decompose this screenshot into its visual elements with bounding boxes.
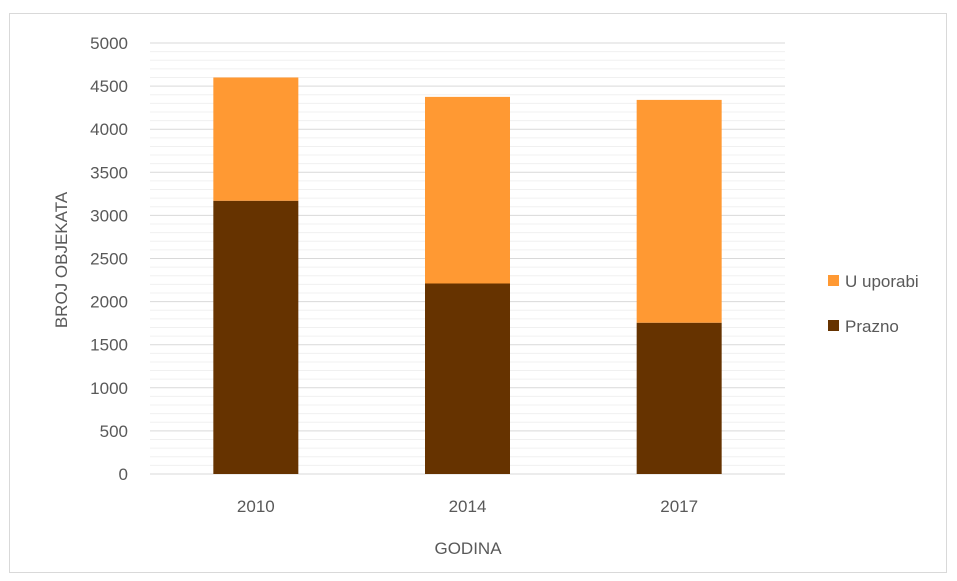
bar-u-uporabi-2017	[636, 99, 722, 323]
y-tick-label: 1000	[90, 379, 128, 398]
y-tick-label: 0	[119, 465, 128, 484]
bars	[213, 77, 722, 474]
legend-swatch-u-uporabi	[828, 275, 839, 286]
y-tick-label: 2000	[90, 293, 128, 312]
x-axis-title: GODINA	[434, 539, 502, 558]
legend-label-u-uporabi: U uporabi	[845, 272, 919, 291]
y-tick-label: 2500	[90, 250, 128, 269]
x-axis-ticks: 2010 2014 2017	[237, 497, 698, 516]
x-tick-label: 2014	[449, 497, 487, 516]
y-tick-label: 4500	[90, 77, 128, 96]
y-tick-label: 4000	[90, 120, 128, 139]
bar-prazno-2014	[425, 283, 510, 474]
legend-label-prazno: Prazno	[845, 317, 899, 336]
x-tick-label: 2017	[660, 497, 698, 516]
y-axis-ticks: 0 500 1000 1500 2000 2500 3000 3500 4000 4500 5000	[90, 34, 128, 484]
bar-u-uporabi-2010	[213, 77, 299, 201]
y-tick-label: 3500	[90, 163, 128, 182]
x-tick-label: 2010	[237, 497, 275, 516]
bar-prazno-2010	[213, 200, 299, 474]
y-tick-label: 500	[100, 422, 128, 441]
y-tick-label: 1500	[90, 336, 128, 355]
y-tick-label: 5000	[90, 34, 128, 53]
bar-u-uporabi-2014	[425, 96, 510, 284]
legend-swatch-prazno	[828, 320, 839, 331]
y-tick-label: 3000	[90, 206, 128, 225]
y-axis-title: BROJ OBJEKATA	[52, 191, 71, 328]
legend: U uporabi Prazno	[828, 272, 919, 336]
bar-prazno-2017	[636, 322, 722, 474]
